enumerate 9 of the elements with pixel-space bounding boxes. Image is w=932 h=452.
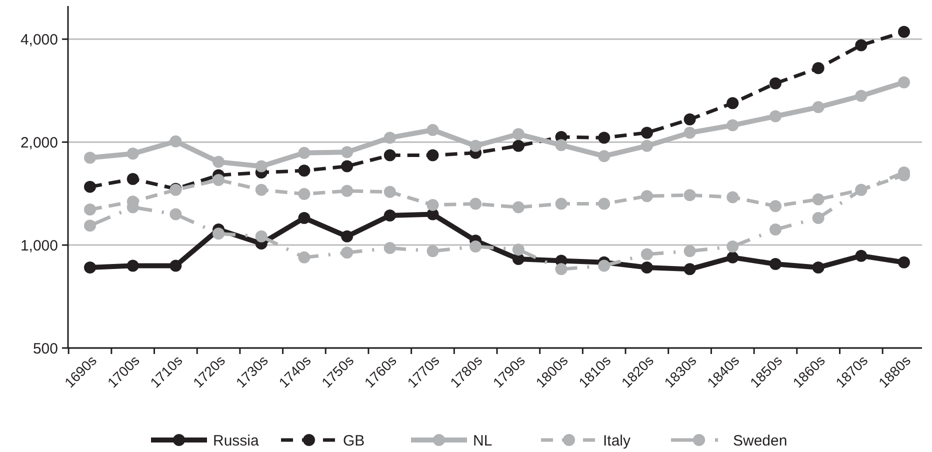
legend-label: Sweden (733, 432, 788, 450)
legend-label: Italy (603, 432, 632, 450)
legend-label: Russia (213, 432, 260, 450)
y-tick-label: 500 (32, 340, 58, 358)
y-tick-label: 4,000 (20, 31, 58, 48)
y-tick-label: 2,000 (20, 134, 58, 152)
legend-label: GB (343, 432, 365, 450)
y-tick-label: 1,000 (20, 237, 58, 254)
legend-label: NL (473, 432, 492, 450)
